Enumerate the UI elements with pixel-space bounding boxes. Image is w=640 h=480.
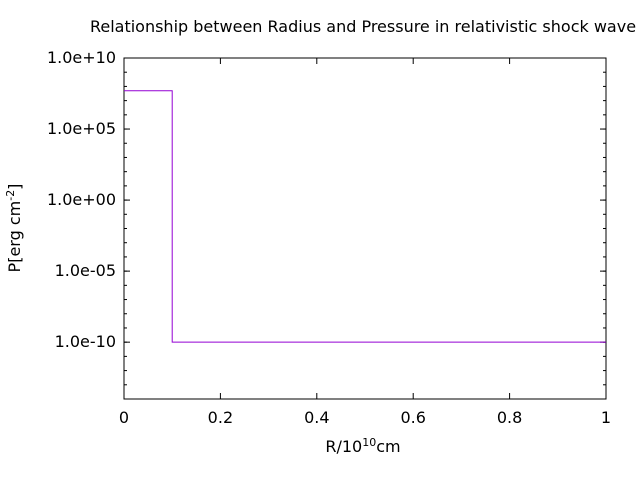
x-tick-label: 0.4 xyxy=(304,408,329,427)
y-tick-label: 1.0e+10 xyxy=(47,48,116,67)
y-tick-label: 1.0e-05 xyxy=(55,261,116,280)
x-tick-label: 0.2 xyxy=(208,408,233,427)
y-tick-label: 1.0e-10 xyxy=(55,332,116,351)
y-axis-label-superscript: -2 xyxy=(4,190,17,201)
x-axis-label: R/1010cm xyxy=(325,436,400,456)
y-axis-label-unit: ] xyxy=(5,184,24,190)
plot-frame xyxy=(123,57,607,400)
x-tick-label: 1 xyxy=(601,408,611,427)
series-layer xyxy=(124,90,606,343)
y-axis-label: P[erg cm-2] xyxy=(4,184,24,273)
x-axis-label-unit: cm xyxy=(376,437,400,456)
x-axis: 0 0.2 0.4 0.6 0.8 1 xyxy=(119,58,611,427)
series-line xyxy=(124,90,606,343)
chart-title: Relationship between Radius and Pressure… xyxy=(90,17,636,36)
y-axis-label-text: P[erg cm xyxy=(5,201,24,273)
x-axis-label-superscript: 10 xyxy=(362,436,376,449)
x-tick-label: 0.8 xyxy=(497,408,522,427)
y-tick-label: 1.0e+00 xyxy=(47,190,116,209)
y-axis: 1.0e+10 1.0e+05 1.0e+00 1.0e-05 1.0e-10 xyxy=(47,48,606,400)
x-axis-label-text: R/10 xyxy=(325,437,362,456)
x-tick-label: 0 xyxy=(119,408,129,427)
x-tick-label: 0.6 xyxy=(400,408,425,427)
y-tick-label: 1.0e+05 xyxy=(47,119,116,138)
